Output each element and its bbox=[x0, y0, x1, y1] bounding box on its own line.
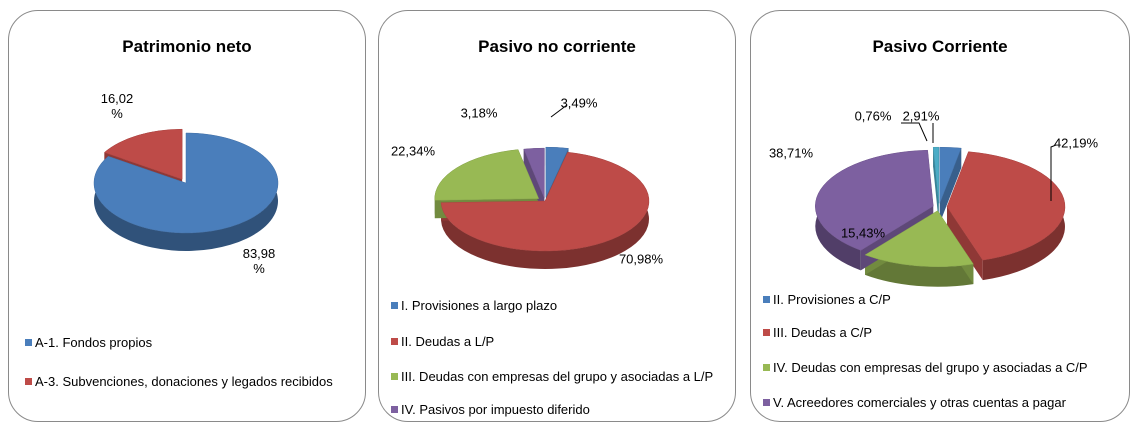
legend-item: IV. Pasivos por impuesto diferido bbox=[391, 403, 731, 417]
legend-swatch bbox=[25, 378, 32, 385]
pie-slice-face bbox=[434, 149, 539, 219]
legend-swatch bbox=[763, 296, 770, 303]
legend-item: IV. Deudas con empresas del grupo y asoc… bbox=[763, 361, 1133, 375]
pie bbox=[434, 104, 650, 269]
legend-swatch bbox=[763, 364, 770, 371]
chart-panel: Patrimonio neto 83,98 % 16,02 % A-1. Fondos… bbox=[8, 10, 366, 422]
legend-swatch bbox=[763, 399, 770, 406]
pie-slice bbox=[434, 149, 540, 201]
legend-label: I. Provisiones a largo plazo bbox=[401, 298, 558, 313]
pie-slice-face bbox=[939, 147, 962, 224]
legend-item: II. Provisiones a C/P bbox=[763, 293, 1133, 307]
legend-label: II. Provisiones a C/P bbox=[773, 292, 891, 307]
data-label: 0,76% bbox=[854, 108, 892, 124]
pie-slice bbox=[93, 132, 279, 234]
data-label: 2,91% bbox=[902, 108, 940, 124]
data-label: 15,43% bbox=[840, 225, 886, 241]
legend-swatch bbox=[391, 373, 398, 380]
pie-slice bbox=[440, 151, 650, 252]
pie-slice bbox=[545, 146, 569, 198]
legend-label: IV. Pasivos por impuesto diferido bbox=[401, 402, 590, 417]
leader-line bbox=[1050, 144, 1057, 201]
legend-label: V. Acreedores comerciales y otras cuenta… bbox=[773, 395, 1066, 410]
leader-line bbox=[550, 104, 568, 118]
legend-item: I. Provisiones a largo plazo bbox=[391, 299, 731, 313]
legend-item: A-1. Fondos propios bbox=[25, 336, 355, 350]
legend-label: III. Deudas a C/P bbox=[773, 325, 872, 340]
data-label: 3,18% bbox=[460, 105, 498, 121]
chart-panel: Pasivo Corriente 2,91% 42,19% 15,43% 38,71% 0… bbox=[750, 10, 1130, 422]
data-label: 38,71% bbox=[768, 145, 814, 161]
pie-tops bbox=[93, 128, 279, 234]
legend-label: III. Deudas con empresas del grupo y aso… bbox=[401, 369, 714, 384]
pie-slice bbox=[946, 151, 1066, 261]
pie-tops bbox=[434, 146, 650, 252]
data-label: 42,19% bbox=[1053, 135, 1099, 151]
pie-slice-face bbox=[933, 147, 939, 224]
pie-slice bbox=[864, 210, 974, 267]
pie-slice-face bbox=[523, 148, 545, 217]
data-label: 16,02 % bbox=[100, 91, 134, 121]
pie-slice bbox=[932, 146, 940, 204]
legend-label: II. Deudas a L/P bbox=[401, 334, 495, 349]
legend-item: III. Deudas a C/P bbox=[763, 326, 1133, 340]
legend-label: A-1. Fondos propios bbox=[35, 335, 153, 350]
legend-label: A-3. Subvenciones, donaciones y legados … bbox=[35, 374, 333, 389]
pie-slice-face bbox=[946, 151, 983, 281]
chart-panel: Pasivo no corriente 3,49% 70,98% 22,34% 3,18… bbox=[378, 10, 736, 422]
legend-swatch bbox=[391, 338, 398, 345]
data-label: 22,34% bbox=[390, 143, 436, 159]
legend-item: II. Deudas a L/P bbox=[391, 335, 731, 349]
chart-title: Patrimonio neto bbox=[122, 37, 252, 56]
legend-swatch bbox=[391, 302, 398, 309]
data-label: 3,49% bbox=[560, 95, 598, 111]
pie-tops bbox=[815, 146, 1066, 267]
legend-item: A-3. Subvenciones, donaciones y legados … bbox=[25, 375, 355, 389]
pie bbox=[815, 122, 1066, 287]
legend-item: V. Acreedores comerciales y otras cuenta… bbox=[763, 396, 1133, 410]
pie-slice bbox=[103, 128, 183, 180]
pie-slice-side bbox=[865, 254, 974, 287]
pie bbox=[93, 128, 279, 251]
data-label: 83,98 % bbox=[242, 246, 276, 276]
chart-title: Pasivo no corriente bbox=[478, 37, 636, 56]
pie-slice-face bbox=[860, 150, 934, 271]
chart-title: Pasivo Corriente bbox=[872, 37, 1008, 56]
pie-slice bbox=[523, 147, 545, 199]
legend-swatch bbox=[25, 339, 32, 346]
legend-label: IV. Deudas con empresas del grupo y asoc… bbox=[773, 360, 1088, 375]
legend-item: III. Deudas con empresas del grupo y aso… bbox=[391, 370, 721, 384]
pie-slice bbox=[815, 149, 934, 251]
data-label: 70,98% bbox=[618, 251, 664, 267]
legend-swatch bbox=[763, 329, 770, 336]
leader-line bbox=[901, 122, 928, 142]
legend-swatch bbox=[391, 406, 398, 413]
pie-slice bbox=[939, 146, 962, 204]
